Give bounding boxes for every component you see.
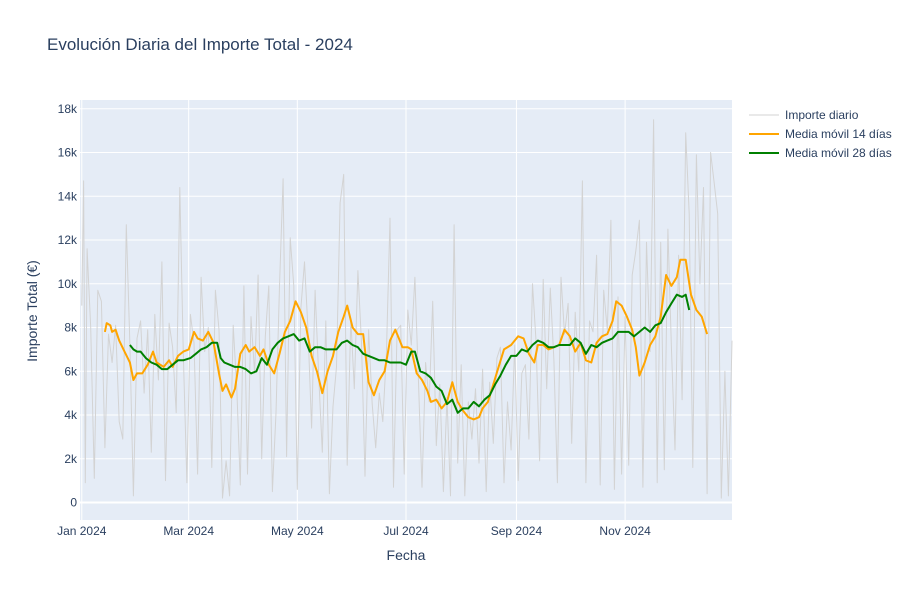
y-tick-label: 6k <box>64 364 78 378</box>
y-tick-label: 14k <box>58 189 78 203</box>
x-axis-title: Fecha <box>387 547 426 563</box>
legend-label: Media móvil 28 días <box>785 146 892 160</box>
x-tick-label: Sep 2024 <box>491 524 543 538</box>
y-tick-label: 12k <box>58 233 78 247</box>
x-tick-label: Jul 2024 <box>383 524 429 538</box>
legend-item-media-movil-14[interactable]: Media móvil 14 días <box>749 127 892 141</box>
y-tick-label: 8k <box>64 321 78 335</box>
y-axis-title: Importe Total (€) <box>24 260 40 362</box>
y-tick-label: 10k <box>58 277 78 291</box>
legend-label: Importe diario <box>785 108 859 122</box>
legend[interactable]: Importe diario Media móvil 14 días Media m… <box>749 108 892 160</box>
x-tick-label: May 2024 <box>271 524 324 538</box>
legend-item-media-movil-28[interactable]: Media móvil 28 días <box>749 146 892 160</box>
series-line-importe-diario[interactable] <box>81 119 733 499</box>
x-tick-label: Jan 2024 <box>57 524 107 538</box>
chart-title: Evolución Diaria del Importe Total - 202… <box>47 35 353 54</box>
y-tick-label: 4k <box>64 408 78 422</box>
y-tick-label: 2k <box>64 452 78 466</box>
x-tick-label: Nov 2024 <box>599 524 651 538</box>
y-tick-label: 0 <box>70 496 77 510</box>
plot-area[interactable]: 0 2k 4k 6k 8k 10k 12k 14k 16k 18k Jan 2024 Mar 2024… <box>57 100 733 538</box>
series-line-media-movil-28[interactable] <box>129 293 691 414</box>
legend-item-importe-diario[interactable]: Importe diario <box>749 108 859 122</box>
legend-label: Media móvil 14 días <box>785 127 892 141</box>
y-tick-label: 16k <box>58 146 78 160</box>
y-tick-label: 18k <box>58 102 78 116</box>
series-line-media-movil-14[interactable] <box>103 258 709 421</box>
x-tick-label: Mar 2024 <box>163 524 214 538</box>
